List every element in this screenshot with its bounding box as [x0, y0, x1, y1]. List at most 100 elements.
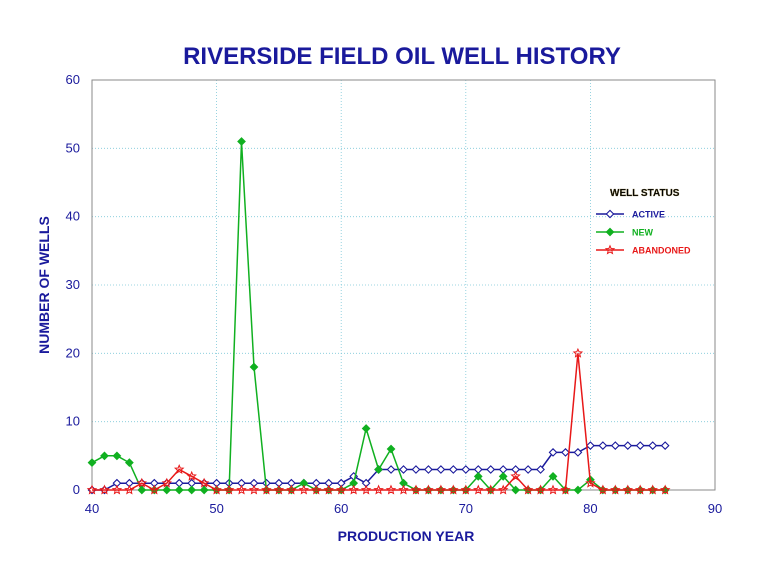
data-point: [648, 441, 658, 450]
x-tick-label: 40: [85, 501, 99, 516]
data-point: [548, 471, 558, 481]
data-point: [149, 484, 160, 495]
data-point: [137, 485, 147, 495]
data-point: [385, 484, 397, 495]
data-point: [634, 484, 646, 495]
data-point: [623, 441, 633, 450]
data-point: [485, 484, 496, 495]
data-point: [610, 484, 621, 495]
legend-marker: [604, 244, 616, 255]
data-point: [585, 477, 596, 488]
data-point: [311, 484, 322, 495]
y-axis-title: NUMBER OF WELLS: [36, 216, 52, 354]
legend-entry-new: NEW: [596, 228, 654, 238]
data-point: [198, 477, 210, 488]
data-point: [461, 465, 471, 474]
data-point: [361, 424, 371, 433]
chart-title: RIVERSIDE FIELD OIL WELL HISTORY: [183, 43, 621, 70]
data-point: [647, 484, 658, 495]
legend-marker: [605, 209, 615, 219]
data-point: [423, 484, 434, 495]
y-tick-label: 20: [66, 345, 80, 360]
data-point: [162, 485, 172, 495]
series-line-abandoned: [92, 353, 666, 491]
data-point: [436, 465, 446, 474]
data-point: [360, 484, 372, 495]
data-point: [124, 484, 135, 495]
data-point: [410, 484, 422, 495]
series-line-new: [91, 141, 666, 492]
data-point: [161, 477, 173, 488]
data-point: [522, 484, 534, 495]
data-point: [622, 484, 634, 495]
data-point: [374, 465, 383, 474]
x-axis: 40 50 60 70 80 90: [85, 501, 722, 516]
data-point: [536, 465, 545, 474]
y-tick-label: 10: [66, 414, 80, 429]
data-point: [211, 484, 222, 495]
legend-label: NEW: [632, 228, 654, 238]
data-point: [323, 484, 334, 495]
y-tick-label: 40: [66, 209, 80, 224]
data-point: [186, 470, 197, 481]
legend-title: WELL STATUS: [610, 188, 680, 199]
series-new: [87, 137, 670, 495]
data-point: [386, 444, 396, 454]
data-point: [348, 484, 359, 495]
y-tick-label: 0: [73, 482, 80, 497]
data-point: [560, 484, 571, 495]
data-point: [659, 484, 671, 495]
data-point: [486, 465, 496, 474]
y-tick-label: 60: [66, 72, 80, 87]
y-axis: 0 10 20 30 40 50 60: [66, 72, 80, 497]
data-point: [223, 484, 235, 495]
data-point: [100, 451, 109, 461]
legend-entry-abandoned: ABANDONED: [596, 244, 691, 256]
data-point: [398, 484, 409, 495]
data-point: [597, 484, 609, 495]
data-point: [497, 484, 509, 495]
data-point: [286, 484, 297, 495]
series-layer: [86, 137, 671, 495]
legend-label: ACTIVE: [632, 210, 665, 220]
data-point: [561, 448, 570, 457]
data-point: [87, 458, 97, 468]
data-point: [448, 465, 458, 474]
data-point: [598, 441, 608, 450]
data-point: [510, 470, 521, 481]
x-tick-label: 70: [459, 501, 473, 516]
data-point: [511, 485, 521, 495]
x-axis-title: PRODUCTION YEAR: [338, 528, 475, 544]
legend-marker: [605, 227, 615, 237]
data-point: [448, 484, 459, 495]
data-point: [548, 448, 558, 457]
data-point: [86, 484, 98, 495]
data-point: [373, 484, 384, 495]
legend: WELL STATUS ACTIVE NEW ABANDONED: [596, 188, 691, 256]
data-point: [399, 465, 408, 474]
data-point: [635, 441, 645, 450]
data-point: [460, 484, 472, 495]
data-point: [237, 137, 246, 146]
data-point: [248, 484, 260, 495]
x-tick-label: 50: [209, 501, 223, 516]
data-point: [523, 465, 533, 474]
data-point: [249, 362, 259, 372]
data-point: [273, 484, 285, 495]
x-tick-label: 90: [708, 501, 722, 516]
data-point: [535, 484, 546, 495]
x-tick-label: 60: [334, 501, 348, 516]
grid: [92, 80, 715, 490]
legend-label: ABANDONED: [632, 246, 691, 256]
data-point: [610, 441, 620, 450]
data-point: [386, 465, 396, 474]
data-point: [572, 347, 584, 358]
y-tick-label: 30: [66, 277, 80, 292]
y-tick-label: 50: [66, 140, 80, 155]
data-point: [573, 485, 583, 495]
data-point: [174, 485, 184, 495]
data-point: [435, 484, 447, 495]
x-tick-label: 80: [583, 501, 597, 516]
data-point: [660, 441, 670, 450]
data-point: [573, 448, 583, 457]
